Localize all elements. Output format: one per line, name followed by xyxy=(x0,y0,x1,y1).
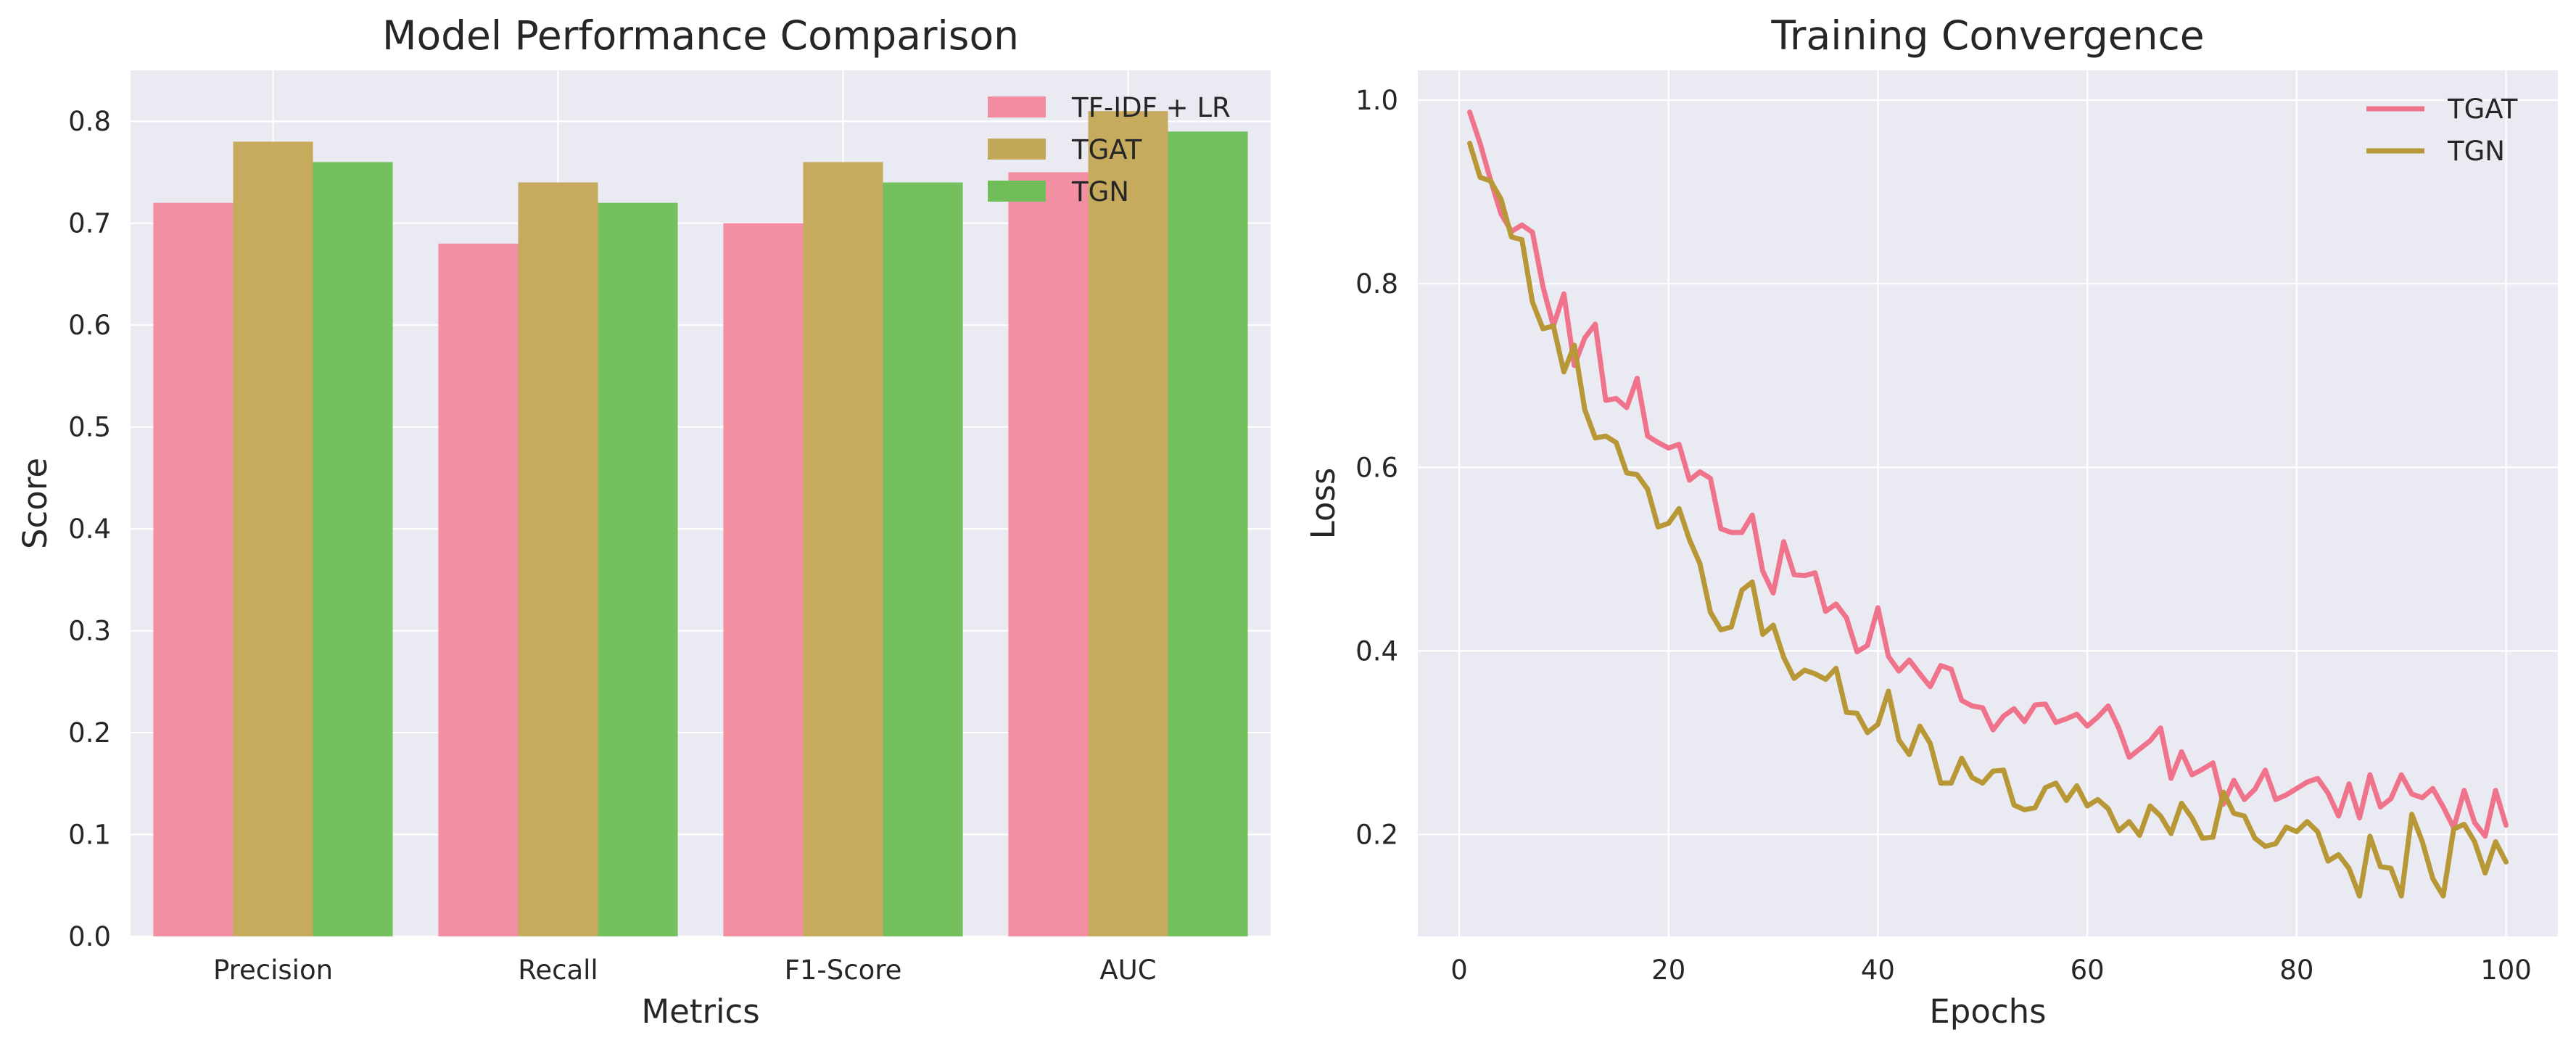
bar-x-tick-label: AUC xyxy=(1099,955,1156,986)
bar-series xyxy=(153,111,1248,937)
bar-y-tick-label: 0.1 xyxy=(68,820,111,851)
bar-tgat-f1-score xyxy=(803,162,883,936)
line-y-tick-label: 0.2 xyxy=(1355,819,1398,850)
bar-y-tick-label: 0.2 xyxy=(68,717,111,749)
bar-legend-swatch-tgn xyxy=(988,181,1046,202)
line-y-tick-label: 0.4 xyxy=(1355,635,1398,667)
line-series-tgat xyxy=(1467,110,2509,839)
bar-x-tick-label: F1-Score xyxy=(785,955,902,986)
bar-x-tick-label: Recall xyxy=(518,955,598,986)
line-x-tick-label: 40 xyxy=(1861,955,1895,986)
bar-legend-label-tf-idf-lr: TF-IDF + LR xyxy=(1071,92,1231,123)
bar-x-axis-label: Metrics xyxy=(641,992,759,1031)
bar-y-tick-labels: 0.0 0.1 0.2 0.3 0.4 0.5 0.6 0.7 0.8 xyxy=(68,106,111,952)
bar-legend-label-tgat: TGAT xyxy=(1071,134,1142,165)
line-x-tick-label: 80 xyxy=(2279,955,2313,986)
line-x-tick-label: 20 xyxy=(1651,955,1685,986)
bar-tgat-auc xyxy=(1088,111,1168,936)
bar-tf-idf-lr-precision xyxy=(153,202,234,936)
bar-y-tick-label: 0.7 xyxy=(68,208,111,239)
line-x-tick-label: 100 xyxy=(2480,955,2532,986)
bar-x-tick-label: Precision xyxy=(213,955,333,986)
line-chart-title: Training Convergence xyxy=(1770,12,2204,59)
bar-y-tick-label: 0.0 xyxy=(68,921,111,952)
bar-y-tick-label: 0.3 xyxy=(68,616,111,647)
line-y-tick-label: 0.6 xyxy=(1355,452,1398,483)
bar-tf-idf-lr-auc xyxy=(1008,172,1089,936)
line-legend-label-tgat: TGAT xyxy=(2447,94,2518,125)
bar-legend: TF-IDF + LR TGAT TGN xyxy=(988,92,1231,207)
bar-y-tick-label: 0.6 xyxy=(68,310,111,341)
bar-tf-idf-lr-recall xyxy=(438,243,519,936)
bar-tgn-f1-score xyxy=(883,182,963,936)
bar-x-tick-labels: Precision Recall F1-Score AUC xyxy=(213,955,1157,986)
line-y-tick-labels: 0.2 0.4 0.6 0.8 1.0 xyxy=(1355,85,1398,850)
line-legend: TGAT TGN xyxy=(2366,94,2518,167)
bar-legend-swatch-tf-idf-lr xyxy=(988,96,1046,118)
bar-y-tick-label: 0.5 xyxy=(68,412,111,443)
bar-tgn-recall xyxy=(598,202,678,936)
bar-y-tick-label: 0.8 xyxy=(68,106,111,137)
line-series-tgn xyxy=(1467,141,2509,899)
bar-tgn-auc xyxy=(1168,131,1248,936)
line-y-axis-label: Loss xyxy=(1304,468,1342,540)
line-legend-label-tgn: TGN xyxy=(2447,136,2505,167)
line-y-tick-label: 1.0 xyxy=(1355,85,1398,116)
line-x-tick-labels: 0 20 40 60 80 100 xyxy=(1450,955,2532,986)
bar-tf-idf-lr-f1-score xyxy=(723,223,804,936)
bar-legend-label-tgn: TGN xyxy=(1071,176,1129,207)
line-gridlines xyxy=(1418,70,2558,936)
line-chart-panel: 0.2 0.4 0.6 0.8 1.0 0 20 40 60 80 100 Training Co… xyxy=(1304,12,2558,1031)
bar-y-tick-label: 0.4 xyxy=(68,514,111,545)
bar-legend-swatch-tgat xyxy=(988,139,1046,160)
line-x-tick-label: 0 xyxy=(1450,955,1468,986)
bar-tgn-precision xyxy=(313,162,393,936)
line-y-tick-label: 0.8 xyxy=(1355,268,1398,300)
line-x-axis-label: Epochs xyxy=(1929,992,2046,1031)
line-plot-area xyxy=(1418,70,2558,936)
bar-chart-title: Model Performance Comparison xyxy=(382,12,1019,59)
bar-tgat-recall xyxy=(518,182,598,936)
bar-y-axis-label: Score xyxy=(16,458,54,549)
line-series xyxy=(1467,110,2509,899)
line-x-tick-label: 60 xyxy=(2071,955,2105,986)
bar-chart-panel: 0.0 0.1 0.2 0.3 0.4 0.5 0.6 0.7 0.8 Precision Rec… xyxy=(16,12,1271,1031)
bar-tgat-precision xyxy=(233,141,313,937)
